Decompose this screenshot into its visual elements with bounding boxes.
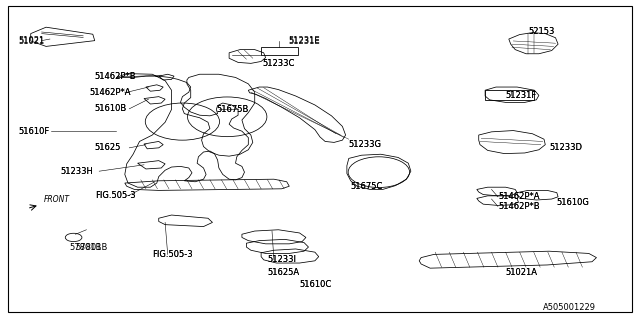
Text: FIG.505-3: FIG.505-3 (152, 250, 193, 259)
Text: FIG.505-3: FIG.505-3 (95, 191, 135, 200)
Text: 51675B: 51675B (216, 105, 249, 114)
Text: 52153: 52153 (528, 28, 554, 36)
Text: 51233D: 51233D (549, 143, 582, 152)
Text: 51462P*B: 51462P*B (95, 72, 136, 81)
Text: 51625A: 51625A (268, 268, 300, 277)
Text: 51675C: 51675C (351, 182, 383, 191)
Text: 51233H: 51233H (61, 167, 93, 176)
Text: 51610B: 51610B (95, 104, 127, 113)
Text: 57801B: 57801B (69, 243, 102, 252)
Text: 51610C: 51610C (300, 280, 332, 289)
Text: 52153: 52153 (528, 28, 554, 36)
Text: 51462P*B: 51462P*B (498, 202, 540, 211)
Text: 51610G: 51610G (557, 198, 589, 207)
Text: FRONT: FRONT (44, 195, 70, 204)
Text: 57801B: 57801B (76, 243, 108, 252)
Text: 51625: 51625 (95, 143, 121, 152)
Text: 51462P*B: 51462P*B (498, 202, 540, 211)
Text: 51233G: 51233G (349, 140, 382, 149)
Text: 51231F: 51231F (506, 92, 537, 100)
Text: 51610C: 51610C (300, 280, 332, 289)
Text: 51231E: 51231E (288, 36, 319, 45)
Text: 51021: 51021 (18, 37, 44, 46)
Text: 51675C: 51675C (351, 182, 383, 191)
Text: A505001229: A505001229 (543, 303, 596, 312)
Text: 51462P*A: 51462P*A (90, 88, 131, 97)
Text: 51462P*B: 51462P*B (95, 72, 136, 81)
Text: 51233I: 51233I (268, 255, 296, 264)
Text: 51233I: 51233I (268, 255, 296, 264)
Text: 51021A: 51021A (506, 268, 538, 277)
Text: 51462P*A: 51462P*A (498, 192, 540, 201)
Text: 51233G: 51233G (349, 140, 382, 149)
Text: 51233D: 51233D (549, 143, 582, 152)
Text: 51231E: 51231E (288, 37, 319, 46)
Text: 51233C: 51233C (262, 60, 295, 68)
Text: 51021A: 51021A (506, 268, 538, 277)
Text: 51610F: 51610F (18, 127, 49, 136)
Text: 51462P*A: 51462P*A (90, 88, 131, 97)
Text: 51610B: 51610B (95, 104, 127, 113)
Text: FIG.505-3: FIG.505-3 (95, 191, 135, 200)
Text: 51675B: 51675B (216, 105, 249, 114)
Text: 51231F: 51231F (506, 92, 537, 100)
Text: 51233H: 51233H (61, 167, 93, 176)
Text: 51610F: 51610F (18, 127, 49, 136)
Text: 51610G: 51610G (557, 198, 589, 207)
Text: FIG.505-3: FIG.505-3 (152, 250, 193, 259)
Text: 51021: 51021 (18, 36, 44, 45)
Text: 51625A: 51625A (268, 268, 300, 277)
Text: 51233C: 51233C (262, 60, 295, 68)
Text: 51462P*A: 51462P*A (498, 192, 540, 201)
Text: 51625: 51625 (95, 143, 121, 152)
